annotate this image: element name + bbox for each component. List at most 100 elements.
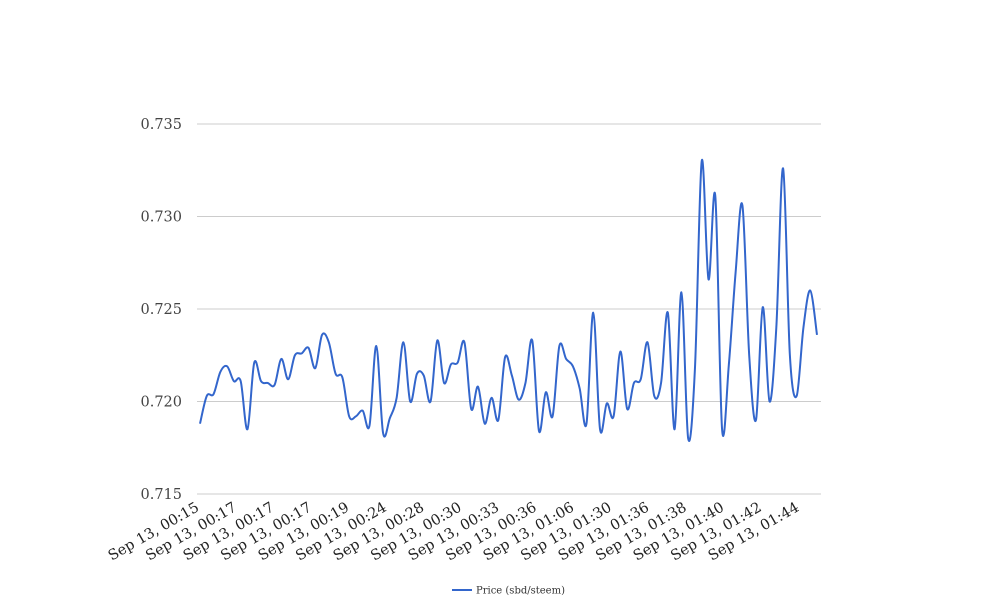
data-point[interactable]	[544, 390, 548, 394]
data-point[interactable]	[212, 392, 216, 396]
data-point[interactable]	[578, 387, 582, 391]
data-point[interactable]	[727, 363, 731, 367]
data-point[interactable]	[232, 379, 236, 383]
data-point[interactable]	[300, 351, 304, 355]
data-point[interactable]	[273, 383, 277, 387]
data-point[interactable]	[632, 381, 636, 385]
series-layer	[198, 158, 819, 442]
data-point[interactable]	[686, 437, 690, 441]
data-point[interactable]	[761, 305, 765, 309]
data-point[interactable]	[571, 364, 575, 368]
data-point[interactable]	[707, 277, 711, 281]
data-point[interactable]	[422, 374, 426, 378]
data-point[interactable]	[225, 364, 229, 368]
data-point[interactable]	[673, 427, 677, 431]
data-point[interactable]	[700, 159, 704, 163]
data-point[interactable]	[429, 400, 433, 404]
data-point[interactable]	[306, 346, 310, 350]
data-point[interactable]	[313, 366, 317, 370]
data-point[interactable]	[591, 311, 595, 315]
data-point[interactable]	[625, 407, 629, 411]
data-point[interactable]	[239, 379, 243, 383]
data-point[interactable]	[198, 422, 202, 426]
data-point[interactable]	[252, 361, 256, 365]
data-point[interactable]	[517, 398, 521, 402]
data-point[interactable]	[612, 414, 616, 418]
data-point[interactable]	[469, 407, 473, 411]
data-point[interactable]	[354, 414, 358, 418]
data-point[interactable]	[523, 381, 527, 385]
data-point[interactable]	[598, 427, 602, 431]
data-point[interactable]	[293, 353, 297, 357]
data-point[interactable]	[218, 370, 222, 374]
y-tick-label: 0.735	[140, 117, 182, 133]
data-point[interactable]	[659, 381, 663, 385]
data-point[interactable]	[408, 400, 412, 404]
data-point[interactable]	[747, 353, 751, 357]
data-point[interactable]	[415, 372, 419, 376]
data-point[interactable]	[808, 289, 812, 293]
data-point[interactable]	[327, 340, 331, 344]
data-point[interactable]	[374, 344, 378, 348]
data-point[interactable]	[815, 333, 819, 337]
data-point[interactable]	[645, 340, 649, 344]
data-point[interactable]	[788, 353, 792, 357]
data-point[interactable]	[584, 422, 588, 426]
data-point[interactable]	[795, 394, 799, 398]
data-point[interactable]	[618, 350, 622, 354]
data-point[interactable]	[347, 414, 351, 418]
data-point[interactable]	[205, 394, 209, 398]
data-point[interactable]	[781, 166, 785, 170]
data-point[interactable]	[320, 333, 324, 337]
data-point[interactable]	[510, 374, 514, 378]
data-point[interactable]	[259, 379, 263, 383]
data-point[interactable]	[720, 427, 724, 431]
data-point[interactable]	[564, 357, 568, 361]
data-point[interactable]	[490, 396, 494, 400]
data-point[interactable]	[435, 338, 439, 342]
data-point[interactable]	[456, 361, 460, 365]
data-point[interactable]	[679, 290, 683, 294]
series-line-price[interactable]	[199, 158, 818, 442]
data-point[interactable]	[801, 326, 805, 330]
data-point[interactable]	[774, 326, 778, 330]
data-point[interactable]	[476, 385, 480, 389]
data-point[interactable]	[734, 270, 738, 274]
data-point[interactable]	[768, 400, 772, 404]
data-point[interactable]	[368, 424, 372, 428]
data-point[interactable]	[740, 203, 744, 207]
data-point[interactable]	[388, 416, 392, 420]
data-point[interactable]	[401, 340, 405, 344]
data-point[interactable]	[266, 381, 270, 385]
data-point[interactable]	[652, 394, 656, 398]
data-point[interactable]	[754, 418, 758, 422]
data-point[interactable]	[449, 363, 453, 367]
data-point[interactable]	[381, 431, 385, 435]
data-point[interactable]	[537, 429, 541, 433]
data-point[interactable]	[340, 375, 344, 379]
data-point[interactable]	[713, 194, 717, 198]
data-point[interactable]	[442, 381, 446, 385]
legend-label-price: Price (sbd/steem)	[476, 586, 565, 597]
data-point[interactable]	[361, 409, 365, 413]
data-point[interactable]	[557, 344, 561, 348]
data-point[interactable]	[286, 377, 290, 381]
data-point[interactable]	[483, 422, 487, 426]
data-point[interactable]	[462, 340, 466, 344]
data-point[interactable]	[530, 338, 534, 342]
data-point[interactable]	[395, 396, 399, 400]
data-point[interactable]	[551, 414, 555, 418]
data-point[interactable]	[245, 427, 249, 431]
data-point[interactable]	[496, 418, 500, 422]
y-tick-label: 0.715	[140, 487, 182, 503]
legend[interactable]: Price (sbd/steem)	[452, 586, 565, 597]
data-point[interactable]	[279, 357, 283, 361]
data-point[interactable]	[666, 311, 670, 315]
data-point[interactable]	[639, 377, 643, 381]
data-point[interactable]	[605, 401, 609, 405]
y-tick-label: 0.730	[140, 210, 182, 226]
data-point[interactable]	[693, 366, 697, 370]
data-point[interactable]	[334, 372, 338, 376]
y-tick-label: 0.720	[140, 395, 182, 411]
data-point[interactable]	[503, 355, 507, 359]
